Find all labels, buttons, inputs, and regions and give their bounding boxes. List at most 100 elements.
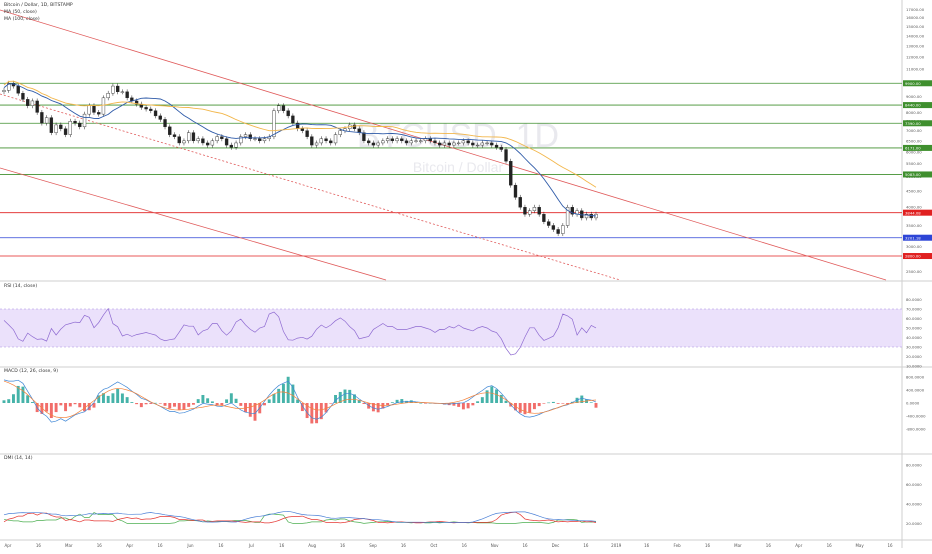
candle-up bbox=[561, 225, 565, 234]
candle-up bbox=[196, 138, 200, 142]
candle-up bbox=[187, 132, 191, 142]
macd-hist-up bbox=[120, 393, 124, 403]
macd-hist-up bbox=[30, 402, 34, 403]
ma50-legend: MA (50, close) bbox=[4, 10, 37, 15]
macd-hist-up bbox=[229, 393, 233, 403]
price-label-text: 2800.00 bbox=[905, 254, 921, 259]
macd-hist-down bbox=[471, 403, 475, 406]
macd-hist-up bbox=[419, 402, 423, 404]
candle-down bbox=[371, 142, 376, 146]
candle-up bbox=[82, 113, 87, 128]
x-tick-label: 16 bbox=[766, 543, 772, 548]
candle-down bbox=[59, 124, 63, 129]
candle-up bbox=[239, 136, 243, 144]
candle-down bbox=[248, 134, 252, 139]
macd-hist-up bbox=[547, 402, 551, 404]
macd-hist-down bbox=[305, 403, 309, 419]
macd-hist-up bbox=[281, 383, 285, 403]
macd-hist-up bbox=[348, 389, 352, 403]
x-tick-label: 16 bbox=[462, 543, 468, 548]
candle-down bbox=[494, 144, 499, 148]
price-tick-label: 11000.00 bbox=[906, 66, 925, 71]
macd-hist-up bbox=[101, 393, 105, 403]
macd-hist-up bbox=[272, 394, 276, 403]
rsi-tick-label: 50.0000 bbox=[906, 326, 922, 331]
macd-hist-down bbox=[191, 403, 195, 405]
candle-down bbox=[115, 85, 120, 93]
candle-down bbox=[400, 138, 404, 142]
macd-hist-down bbox=[92, 403, 96, 408]
candle-down bbox=[35, 100, 39, 113]
price-tick-label: 6000.00 bbox=[906, 149, 922, 154]
candle-up bbox=[532, 207, 537, 211]
macd-hist-down bbox=[54, 403, 58, 413]
candle-down bbox=[471, 142, 475, 146]
candle-down bbox=[329, 140, 333, 144]
macd-hist-down bbox=[319, 403, 323, 420]
x-tick-label: 16 bbox=[522, 543, 528, 548]
macd-hist-up bbox=[116, 388, 120, 403]
candle-up bbox=[475, 144, 480, 147]
candle-up bbox=[111, 85, 115, 94]
candle-down bbox=[546, 221, 551, 226]
candle-up bbox=[485, 142, 489, 144]
macd-hist-up bbox=[7, 399, 11, 403]
macd-hist-down bbox=[537, 403, 541, 407]
macd-hist-up bbox=[480, 397, 484, 403]
macd-hist-up bbox=[97, 395, 101, 403]
price-tick-label: 12000.00 bbox=[906, 54, 925, 59]
macd-hist-down bbox=[371, 403, 375, 412]
macd-hist-down bbox=[40, 403, 44, 414]
macd-hist-down bbox=[135, 403, 139, 405]
price-label-text: 3844.08 bbox=[905, 210, 921, 215]
x-tick-label: 16 bbox=[827, 543, 833, 548]
x-tick-label: 16 bbox=[705, 543, 711, 548]
candle-down bbox=[518, 197, 522, 208]
rsi-tick-label: 40.0000 bbox=[906, 335, 922, 340]
macd-tick-label: -400.0000 bbox=[906, 413, 926, 418]
macd-hist-up bbox=[130, 402, 134, 403]
macd-hist-down bbox=[68, 403, 72, 407]
macd-hist-up bbox=[390, 402, 394, 403]
candle-up bbox=[381, 140, 385, 144]
macd-hist-up bbox=[395, 399, 399, 403]
candle-up bbox=[215, 136, 219, 142]
macd-hist-down bbox=[168, 403, 172, 409]
macd-hist-down bbox=[78, 403, 82, 408]
macd-hist-down bbox=[424, 403, 427, 404]
pane-bg-3 bbox=[0, 455, 902, 540]
macd-hist-down bbox=[139, 403, 143, 408]
x-tick-label: Aug bbox=[308, 543, 316, 548]
macd-hist-up bbox=[21, 386, 25, 403]
candle-down bbox=[390, 138, 395, 142]
rsi-line bbox=[3, 307, 597, 356]
rsi-title: RSI (14, close) bbox=[4, 284, 38, 289]
macd-hist-down bbox=[561, 403, 565, 404]
price-label-text: 7390.00 bbox=[905, 121, 921, 126]
macd-hist-up bbox=[352, 394, 356, 403]
macd-hist-up bbox=[485, 390, 489, 403]
candle-down bbox=[149, 108, 153, 111]
candle-down bbox=[78, 122, 82, 128]
candle-up bbox=[234, 142, 238, 148]
candle-up bbox=[44, 117, 49, 124]
price-tick-label: 8000.00 bbox=[906, 110, 922, 115]
macd-hist-down bbox=[163, 403, 167, 406]
price-label-bg bbox=[903, 120, 932, 127]
ma50-line bbox=[3, 83, 597, 217]
macd-hist-down bbox=[594, 403, 598, 408]
dmi-plus-line bbox=[3, 512, 597, 524]
candle-up bbox=[30, 100, 35, 106]
candle-up bbox=[120, 91, 125, 93]
candle-down bbox=[177, 136, 181, 144]
candle-down bbox=[499, 147, 503, 150]
price-label-text: 8440.00 bbox=[905, 103, 921, 108]
symbol-title: Bitcoin / Dollar, 1D, BITSTAMP bbox=[4, 3, 73, 8]
candle-down bbox=[352, 124, 357, 129]
macd-tick-label: 800.0000 bbox=[906, 375, 925, 380]
macd-hist-down bbox=[532, 403, 536, 410]
candle-down bbox=[144, 107, 148, 110]
macd-hist-up bbox=[154, 402, 158, 404]
